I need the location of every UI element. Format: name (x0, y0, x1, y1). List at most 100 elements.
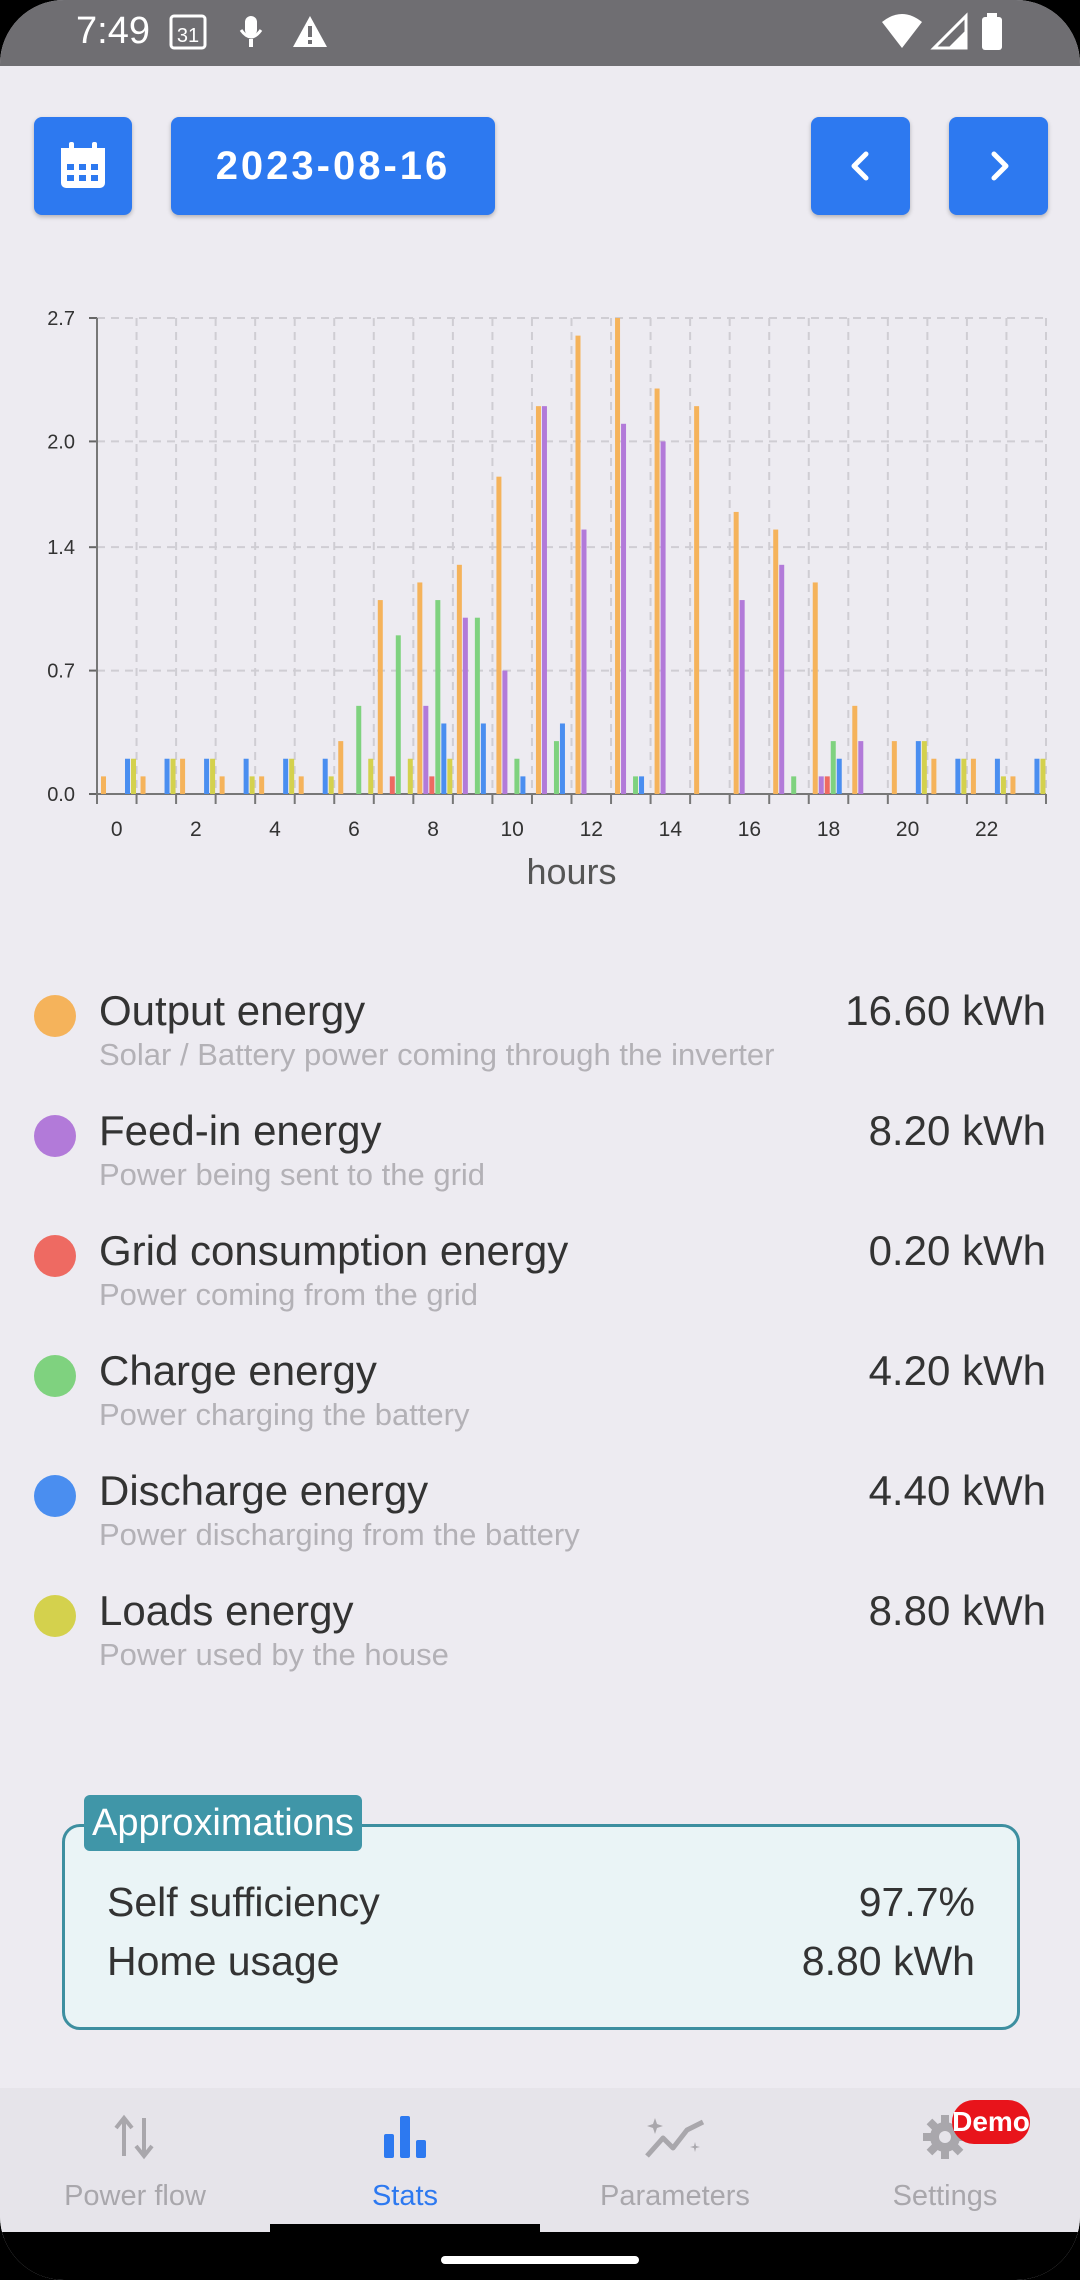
bar (520, 776, 526, 794)
bar (812, 582, 818, 794)
self-sufficiency-label: Self sufficiency (107, 1879, 380, 1925)
bottom-navigation: Power flow Stats Parameters (0, 2088, 1080, 2238)
bar (219, 776, 225, 794)
bar (615, 318, 621, 794)
bar (249, 776, 255, 794)
status-bar: 7:49 31 (0, 0, 1080, 66)
x-axis-label: hours (526, 851, 616, 892)
y-tick-label: 2.0 (47, 431, 75, 453)
bar (824, 776, 830, 794)
nav-label: Settings (892, 2180, 998, 2212)
home-gesture-bar[interactable] (441, 2256, 639, 2264)
next-day-button[interactable] (949, 117, 1048, 215)
calendar-button[interactable] (34, 117, 132, 215)
legend-row-charge: Charge energy 4.20 kWh Power charging th… (0, 1347, 1080, 1465)
legend-value: 4.40 kWh (868, 1467, 1046, 1514)
nav-label: Parameters (600, 2180, 750, 2212)
bar (553, 741, 559, 794)
bar (395, 635, 401, 794)
bar (818, 776, 824, 794)
bar (389, 776, 395, 794)
home-usage-row: Home usage 8.80 kWh (107, 1938, 975, 1985)
discharge-color-dot (34, 1475, 76, 1517)
status-time: 7:49 (76, 10, 150, 52)
nav-stats[interactable]: Stats (270, 2088, 540, 2238)
x-tick-label: 0 (111, 818, 123, 841)
bar (407, 758, 413, 794)
home-usage-value: 8.80 kWh (801, 1938, 975, 1984)
y-tick-label: 2.7 (47, 308, 75, 330)
bar (1000, 776, 1006, 794)
legend-value: 0.20 kWh (868, 1227, 1046, 1274)
nav-label: Power flow (64, 2180, 206, 2212)
legend-title: Charge energy (99, 1347, 377, 1394)
output-color-dot (34, 995, 76, 1037)
legend-title: Grid consumption energy (99, 1227, 569, 1274)
legend-description: Power coming from the grid (99, 1277, 479, 1312)
x-tick-label: 12 (580, 818, 603, 841)
bar (140, 776, 146, 794)
legend-value: 4.20 kWh (868, 1347, 1046, 1394)
bar (773, 529, 779, 794)
bar (660, 441, 666, 794)
bar (180, 758, 186, 794)
bar (1034, 758, 1040, 794)
sparkline-icon (645, 2118, 705, 2158)
bar (858, 741, 864, 794)
bar (733, 511, 739, 794)
bar (101, 776, 106, 794)
nav-settings[interactable]: Settings (810, 2088, 1080, 2238)
legend-description: Power being sent to the grid (99, 1157, 486, 1192)
nav-parameters[interactable]: Parameters (540, 2088, 810, 2238)
legend-value: 8.20 kWh (868, 1107, 1046, 1154)
bar (633, 776, 639, 794)
bar (170, 758, 176, 794)
legend-row-output: Output energy 16.60 kWh Solar / Battery … (0, 987, 1080, 1105)
bar (891, 741, 897, 794)
x-tick-label: 2 (190, 818, 202, 841)
bar (514, 758, 520, 794)
wifi-icon (882, 14, 922, 48)
bar (791, 776, 797, 794)
bar (429, 776, 435, 794)
legend-title: Feed-in energy (99, 1107, 382, 1154)
bar (575, 335, 581, 794)
bar-chart-icon (384, 2116, 426, 2158)
nav-power-flow[interactable]: Power flow (0, 2088, 270, 2238)
self-sufficiency-value: 97.7% (858, 1879, 975, 1925)
bar (368, 758, 374, 794)
bar (243, 758, 249, 794)
legend-title: Discharge energy (99, 1467, 429, 1514)
legend-description: Power used by the house (99, 1637, 449, 1672)
x-tick-label: 20 (896, 818, 919, 841)
bar (739, 600, 745, 794)
legend-title: Loads energy (99, 1587, 354, 1634)
bar (836, 758, 842, 794)
bar (441, 723, 447, 794)
bar (417, 582, 423, 794)
approximations-title: Approximations (84, 1795, 362, 1851)
bar (377, 600, 383, 794)
demo-badge: Demo (952, 2100, 1030, 2144)
previous-day-button[interactable] (811, 117, 910, 215)
bar (289, 758, 295, 794)
bar (210, 758, 216, 794)
bar (639, 776, 645, 794)
bar (259, 776, 265, 794)
legend-row-grid: Grid consumption energy 0.20 kWh Power c… (0, 1227, 1080, 1345)
x-tick-label: 18 (817, 818, 840, 841)
date-selector-button[interactable]: 2023-08-16 (171, 117, 495, 215)
bar (1010, 776, 1016, 794)
approximations-panel: Self sufficiency 97.7% Home usage 8.80 k… (62, 1824, 1020, 2030)
legend-row-loads: Loads energy 8.80 kWh Power used by the … (0, 1587, 1080, 1705)
bar (474, 617, 480, 794)
y-tick-label: 0.0 (47, 784, 75, 806)
bar (164, 758, 170, 794)
microphone-icon (239, 16, 263, 47)
bar (621, 423, 627, 794)
legend-description: Power charging the battery (99, 1397, 470, 1432)
bar (852, 705, 858, 794)
warning-icon (293, 16, 327, 47)
swap-vertical-icon (114, 2114, 154, 2160)
